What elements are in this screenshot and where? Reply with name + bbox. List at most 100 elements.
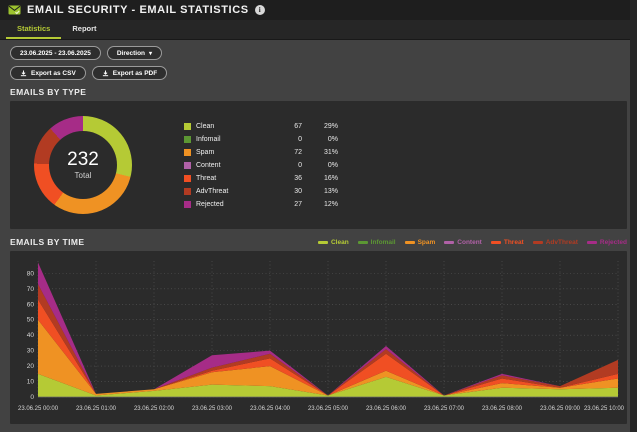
time-legend-item-rejected[interactable]: Rejected (586, 239, 627, 246)
type-legend-row: Content 0 0% (184, 159, 338, 172)
svg-text:70: 70 (27, 286, 35, 293)
legend-count: 72 (294, 148, 302, 156)
x-axis-label: 23.06.25 05:00 (308, 406, 349, 412)
svg-text:30: 30 (27, 348, 35, 355)
x-axis-label: 23.06.25 10:00 (584, 406, 625, 412)
donut-total-label: Total (74, 171, 92, 180)
legend-label: Threat (196, 174, 217, 182)
date-range-button[interactable]: 23.06.2025 - 23.06.2025 (10, 46, 101, 60)
tab-report[interactable]: Report (72, 24, 97, 33)
direction-label: Direction (116, 49, 146, 57)
time-legend-item-threat[interactable]: Threat (490, 239, 524, 246)
legend-count: 36 (294, 174, 302, 182)
svg-text:80: 80 (27, 270, 35, 277)
svg-text:50: 50 (27, 317, 35, 324)
x-axis-label: 23.06.25 01:00 (76, 406, 117, 412)
area-series-clean[interactable] (38, 373, 618, 397)
donut-total-value: 232 (67, 149, 99, 170)
time-legend-label: Clean (330, 239, 349, 246)
legend-color-chip (184, 187, 191, 195)
legend-label: Spam (196, 148, 215, 156)
legend-color-chip (184, 122, 191, 130)
x-axis-label: 23.06.25 02:00 (134, 406, 175, 412)
email-type-donut-chart[interactable]: 232 Total (34, 116, 132, 214)
legend-color-chip (184, 148, 191, 156)
legend-dash-icon (532, 241, 543, 244)
tab-statistics[interactable]: Statistics (6, 20, 62, 39)
chevron-down-icon: ▾ (149, 50, 153, 57)
date-range-label: 23.06.2025 - 23.06.2025 (20, 49, 91, 57)
x-axis-label: 23.06.25 06:00 (366, 406, 407, 412)
section-title-emails-by-type: EMAILS BY TYPE (10, 87, 87, 97)
legend-dash-icon (357, 241, 368, 244)
x-axis-label: 23.06.25 08:00 (482, 406, 523, 412)
x-axis-label: 23.06.25 00:00 (18, 406, 59, 412)
title-bar: EMAIL SECURITY - EMAIL STATISTICS i (0, 0, 637, 20)
type-legend-row: Clean 67 29% (184, 120, 338, 133)
info-icon[interactable]: i (254, 5, 265, 15)
export-pdf-label: Export as PDF (112, 69, 158, 77)
legend-label: Content (196, 161, 221, 169)
time-legend-label: Rejected (599, 239, 627, 246)
legend-dash-icon (586, 241, 597, 244)
time-legend-item-infomail[interactable]: Infomail (357, 239, 396, 246)
export-pdf-button[interactable]: Export as PDF (91, 66, 168, 80)
time-chart-legend: Clean Infomail Spam Content Threat AdvThreat R… (317, 239, 627, 247)
type-legend-row: Spam 72 31% (184, 146, 338, 159)
svg-text:40: 40 (27, 332, 35, 339)
legend-percent: 0% (327, 135, 338, 143)
legend-count: 30 (294, 187, 302, 195)
time-legend-label: Spam (417, 239, 436, 246)
legend-dash-icon (404, 241, 415, 244)
legend-color-chip (184, 135, 191, 143)
time-legend-label: Threat (503, 239, 524, 246)
scrollbar-track[interactable] (630, 0, 637, 432)
x-axis-label: 23.06.25 07:00 (424, 406, 465, 412)
time-legend-item-advthreat[interactable]: AdvThreat (532, 239, 578, 246)
legend-percent: 12% (323, 200, 338, 208)
legend-count: 27 (294, 200, 302, 208)
legend-color-chip (184, 200, 191, 208)
area-series-spam[interactable] (38, 319, 618, 396)
time-legend-item-content[interactable]: Content (444, 239, 482, 246)
legend-label: Clean (196, 122, 215, 130)
email-type-legend: Clean 67 29% Infomail 0 0% Spam 72 31% Content 0 0%… (184, 120, 338, 211)
export-csv-button[interactable]: Export as CSV (10, 66, 86, 80)
legend-count: 0 (298, 161, 302, 169)
type-legend-row: Threat 36 16% (184, 172, 338, 185)
donut-center: 232 Total (49, 131, 117, 199)
time-legend-item-clean[interactable]: Clean (317, 239, 349, 246)
legend-percent: 16% (323, 174, 338, 182)
svg-text:0: 0 (30, 394, 34, 401)
legend-percent: 0% (327, 161, 338, 169)
toolbar-exports: Export as CSV Export as PDF (10, 66, 627, 80)
section-title-emails-by-time: EMAILS BY TIME (10, 237, 85, 247)
direction-dropdown[interactable]: Direction ▾ (106, 46, 163, 60)
emails-by-type-panel: 232 Total Clean 67 29% Infomail 0 0% Spam 72 31%… (10, 101, 627, 229)
time-legend-item-spam[interactable]: Spam (404, 239, 436, 246)
x-axis-label: 23.06.25 09:00 (540, 406, 581, 412)
legend-color-chip (184, 174, 191, 182)
legend-percent: 31% (323, 148, 338, 156)
x-axis-label: 23.06.25 03:00 (192, 406, 233, 412)
area-series-advthreat[interactable] (38, 284, 618, 396)
legend-percent: 13% (323, 187, 338, 195)
svg-text:10: 10 (27, 379, 35, 386)
x-axis-label: 23.06.25 04:00 (250, 406, 291, 412)
legend-color-chip (184, 161, 191, 169)
legend-count: 0 (298, 135, 302, 143)
type-legend-row: Infomail 0 0% (184, 133, 338, 146)
legend-label: Rejected (196, 200, 224, 208)
export-csv-label: Export as CSV (31, 69, 76, 77)
legend-count: 67 (294, 122, 302, 130)
tab-bar: Statistics Report (0, 20, 637, 40)
time-legend-label: Content (457, 239, 482, 246)
time-legend-label: Infomail (370, 239, 396, 246)
legend-percent: 29% (323, 122, 338, 130)
svg-text:60: 60 (27, 301, 35, 308)
svg-text:20: 20 (27, 363, 35, 370)
emails-by-time-panel: 0 10 20 30 40 50 60 70 80 23.06.25 00:00 23.06.25 … (10, 251, 627, 424)
time-chart-svg[interactable]: 0 10 20 30 40 50 60 70 80 23.06.25 00:00 23.06.25 … (10, 255, 627, 421)
email-security-icon (8, 5, 21, 15)
toolbar-filters: 23.06.2025 - 23.06.2025 Direction ▾ (10, 46, 627, 60)
